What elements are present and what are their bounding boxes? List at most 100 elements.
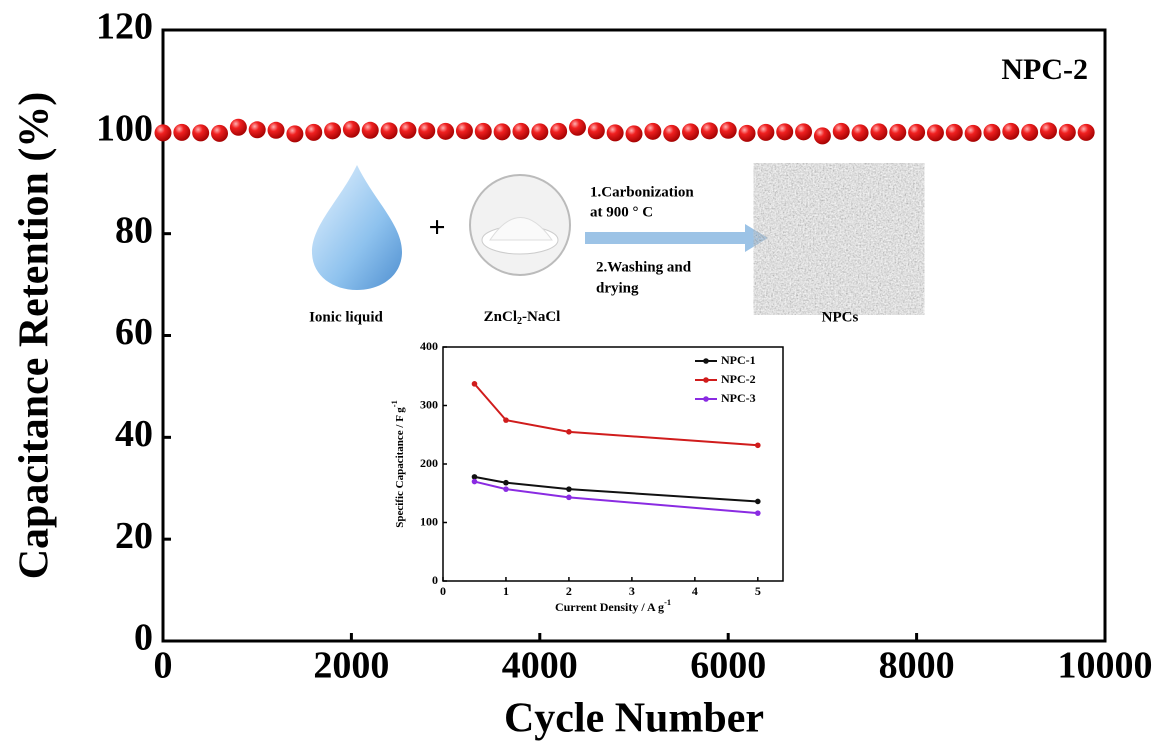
data-point	[776, 123, 794, 141]
powder-icon	[489, 217, 553, 241]
data-point	[682, 123, 700, 141]
data-point	[437, 122, 455, 140]
data-point	[503, 486, 509, 492]
data-point	[229, 118, 247, 136]
y-tick-label: 120	[96, 6, 153, 48]
x-tick-label: 10000	[1058, 645, 1153, 687]
data-point	[471, 474, 478, 480]
data-point	[474, 122, 492, 140]
data-point	[795, 123, 813, 141]
product-label: NPCs	[822, 309, 859, 325]
y-tick-label: 0	[134, 617, 153, 659]
data-point	[738, 124, 756, 142]
data-point	[566, 429, 572, 435]
x-tick-label: 2	[566, 584, 572, 598]
y-axis-label: Specific Capacitance / F g-1	[390, 400, 406, 528]
data-point	[606, 124, 624, 142]
x-tick-label: 4000	[502, 645, 578, 687]
data-point	[926, 124, 944, 142]
legend-label: NPC-1	[721, 353, 756, 367]
y-tick-label: 60	[115, 311, 153, 353]
plus-sign: +	[428, 211, 445, 244]
data-point	[908, 123, 926, 141]
step-label: at 900 ° C	[590, 204, 653, 220]
data-point	[154, 124, 172, 142]
x-axis-label-part: -1	[664, 598, 671, 607]
data-point	[471, 478, 478, 485]
y-tick-label: 20	[115, 515, 153, 557]
x-tick-label: 5	[755, 584, 761, 598]
tem-image	[768, 176, 910, 302]
data-point	[1021, 123, 1039, 141]
y-axis-label-part: -1	[390, 400, 399, 407]
data-point	[550, 122, 568, 140]
plot-frame	[442, 346, 784, 582]
y-tick-label: 100	[420, 514, 438, 528]
x-tick-label: 4	[692, 584, 698, 598]
y-tick-label: 100	[96, 108, 153, 150]
data-point	[813, 127, 831, 145]
data-point	[832, 122, 850, 140]
data-point	[324, 122, 342, 140]
plot-frame	[161, 28, 1107, 643]
data-point	[945, 123, 963, 141]
data-point	[870, 123, 888, 141]
data-point	[211, 124, 229, 142]
data-point	[1002, 122, 1020, 140]
x-axis-label: Current Density / A g-1	[555, 598, 671, 614]
x-axis-label-part: Current Density / A g	[555, 600, 664, 614]
y-tick-label: 40	[115, 413, 153, 455]
data-point	[755, 498, 761, 505]
y-tick-label: 0	[432, 573, 438, 587]
data-point	[566, 486, 572, 492]
data-point	[566, 494, 572, 501]
data-point	[1058, 123, 1076, 141]
data-point	[663, 124, 681, 142]
data-point	[503, 479, 509, 486]
x-tick-label: 0	[440, 584, 446, 598]
data-point	[964, 124, 982, 142]
y-tick-label: 200	[420, 456, 438, 470]
data-point	[173, 123, 191, 141]
legend-marker	[703, 377, 709, 383]
data-point	[851, 124, 869, 142]
data-point	[455, 122, 473, 140]
data-point	[286, 125, 304, 143]
data-point	[305, 123, 323, 141]
series-line	[474, 475, 758, 503]
x-tick-label: 8000	[879, 645, 955, 687]
y-tick-label: 300	[420, 397, 438, 411]
annotation: NPC-2	[1001, 53, 1088, 86]
reactant-label: Ionic liquid	[309, 309, 383, 325]
x-tick-label: 2000	[313, 645, 389, 687]
data-point	[755, 510, 761, 516]
data-point	[889, 123, 907, 141]
legend-marker	[703, 358, 709, 364]
data-point	[700, 122, 718, 140]
data-point	[493, 123, 511, 141]
data-point	[1039, 122, 1057, 140]
data-point	[380, 122, 398, 140]
data-point	[568, 118, 586, 136]
legend-label: NPC-2	[721, 372, 756, 386]
data-point	[531, 123, 549, 141]
data-point	[644, 122, 662, 140]
data-point	[248, 121, 266, 139]
data-point	[512, 122, 530, 140]
legend-marker	[703, 396, 709, 402]
data-point	[418, 122, 436, 140]
y-axis-label: Capacitance Retention (%)	[12, 92, 58, 580]
data-point	[267, 121, 285, 139]
y-axis-label-part: Specific Capacitance / F g	[394, 407, 406, 528]
step-label: drying	[596, 280, 639, 296]
x-axis-label: Cycle Number	[504, 696, 764, 742]
arrow	[585, 224, 768, 252]
data-point	[361, 121, 379, 139]
series-line	[474, 480, 758, 515]
data-point	[719, 121, 737, 139]
scheme: + Ionic liquid ZnCl2-NaCl 1.Carbonizatio…	[309, 165, 910, 327]
reactant-label: ZnCl2-NaCl	[484, 309, 561, 327]
x-tick-label: 0	[154, 645, 173, 687]
data-point	[587, 122, 605, 140]
